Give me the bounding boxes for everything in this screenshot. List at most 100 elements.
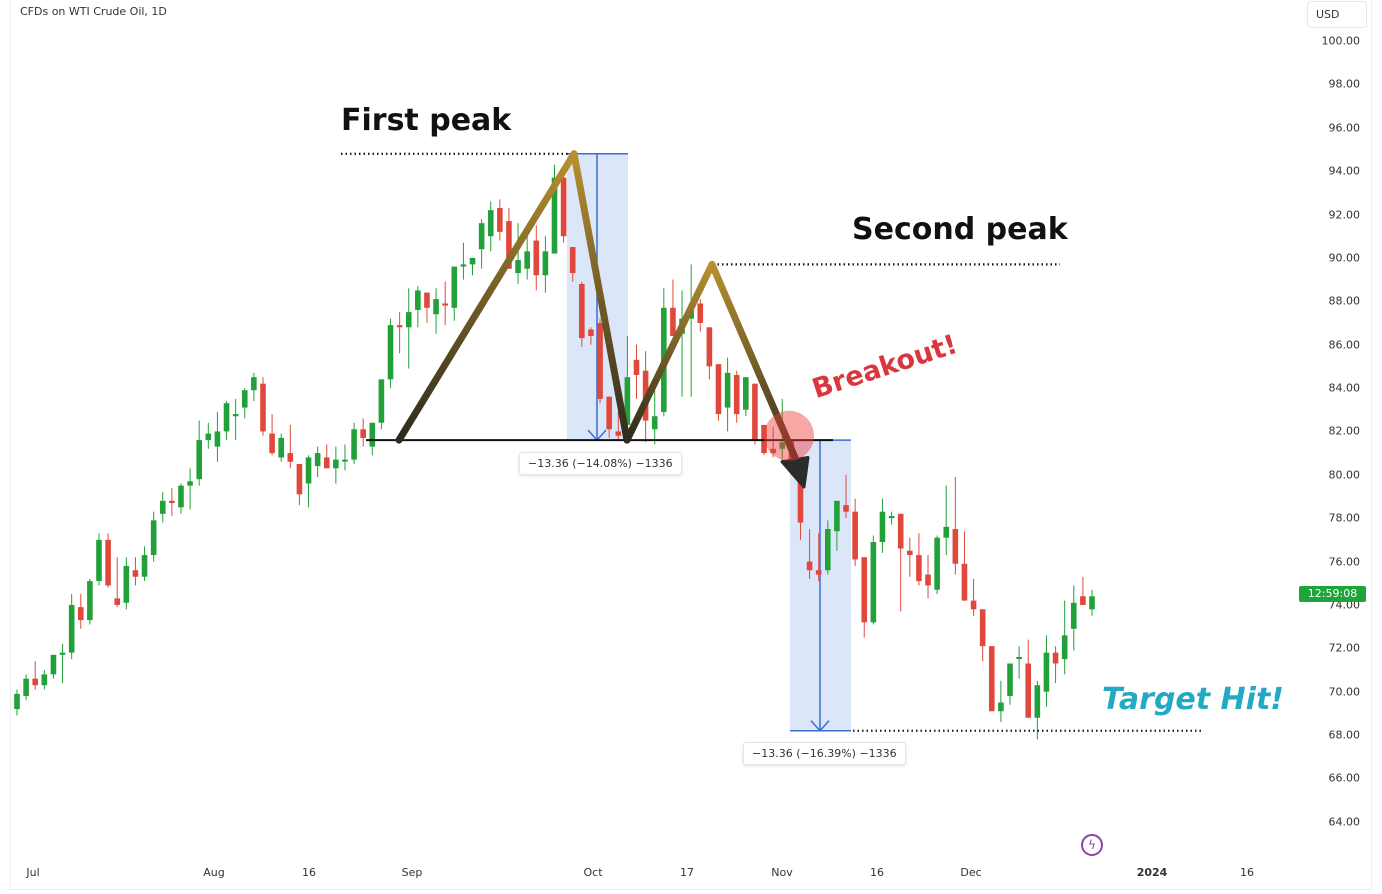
candle (241, 388, 248, 419)
candle (68, 594, 75, 660)
candle (32, 661, 39, 690)
time-tick: 17 (680, 866, 694, 879)
candle (943, 485, 950, 556)
candle (542, 236, 549, 293)
price-tick: 68.00 (1328, 728, 1361, 742)
candle (360, 418, 366, 447)
candle (260, 377, 266, 436)
time-tick: Dec (960, 866, 982, 879)
time-tick: 16 (1240, 866, 1254, 879)
candle (897, 513, 904, 612)
candle (1034, 680, 1041, 740)
candle (342, 444, 348, 471)
candle (451, 266, 458, 321)
candle (296, 463, 303, 506)
second-peak-label: Second peak (852, 212, 1068, 247)
candle (150, 511, 157, 562)
candle (378, 379, 385, 430)
candle (1052, 646, 1059, 684)
zigzag-leg-4 (708, 260, 799, 461)
candle (670, 279, 676, 336)
candle (369, 422, 376, 456)
candle (606, 396, 612, 438)
candle (906, 537, 913, 577)
candle (998, 680, 1004, 723)
candle (23, 674, 29, 701)
candle (934, 535, 940, 595)
candlesticks (14, 164, 1095, 740)
candle (588, 327, 594, 345)
zigzag-leg-2 (570, 150, 631, 444)
candle (1016, 646, 1022, 679)
price-tick: 72.00 (1328, 641, 1361, 655)
price-axis[interactable]: 100.00 98.00 96.00 94.00 92.00 90.00 88.00 86.0… (1290, 0, 1372, 860)
candle (515, 223, 521, 284)
candle (815, 533, 822, 582)
candle (952, 476, 959, 575)
candle (1025, 639, 1032, 718)
price-tick: 82.00 (1328, 424, 1361, 438)
candle (624, 335, 631, 430)
candle (579, 281, 585, 347)
price-tick: 90.00 (1328, 251, 1361, 265)
candle (232, 398, 239, 441)
arrow-down-icon (810, 720, 830, 732)
price-tick: 98.00 (1328, 77, 1361, 91)
candle (1070, 585, 1077, 651)
candle (424, 292, 430, 323)
candle (269, 414, 275, 456)
candle (278, 433, 284, 462)
candle (569, 247, 576, 282)
price-tick: 94.00 (1328, 164, 1361, 178)
candle (615, 411, 622, 441)
candle (123, 557, 130, 610)
time-tick: 2024 (1136, 866, 1168, 879)
candle (14, 689, 20, 716)
candle (77, 594, 84, 629)
breakout-highlight (764, 410, 814, 461)
candle (843, 474, 849, 519)
price-tick: 88.00 (1328, 294, 1361, 308)
price-tick: 100.00 (1321, 34, 1361, 48)
first-peak-label: First peak (341, 103, 512, 138)
candle (733, 370, 740, 423)
candle (888, 511, 895, 525)
price-tick: 86.00 (1328, 338, 1361, 352)
candle (251, 372, 257, 402)
candle (852, 498, 858, 566)
chart-frame (10, 0, 1372, 890)
time-tick: Oct (583, 866, 603, 879)
candle (1007, 663, 1013, 705)
breakout-arrowhead-icon (780, 455, 810, 489)
candle (478, 218, 485, 269)
candle (305, 455, 312, 508)
price-tick: 92.00 (1328, 208, 1361, 222)
last-price-countdown: 12:59:08 (1299, 586, 1366, 602)
candle (724, 357, 731, 432)
candle (879, 498, 886, 553)
candle (405, 288, 412, 369)
zigzag-leg-3 (623, 260, 716, 444)
candle (132, 557, 139, 586)
zigzag-leg-1 (395, 150, 578, 444)
currency-selector[interactable]: USD (1307, 1, 1367, 28)
time-tick: Aug (203, 866, 225, 879)
candle (387, 318, 394, 389)
candle (96, 533, 102, 586)
measure-2-label: −13.36 (−16.39%) −1336 (743, 742, 906, 765)
candle (697, 299, 704, 332)
candle (834, 500, 840, 551)
candle (825, 520, 831, 575)
candle (988, 646, 995, 712)
lightning-icon[interactable]: ϟ (1081, 834, 1103, 856)
target-hit-label: Target Hit! (1102, 682, 1284, 717)
measure-1-label: −13.36 (−14.08%) −1336 (519, 452, 682, 475)
time-tick: 16 (302, 866, 316, 879)
candle (925, 555, 931, 599)
candle (560, 175, 567, 243)
candle (159, 492, 166, 523)
candle (497, 199, 503, 241)
candle (50, 654, 57, 679)
pattern-overlays (341, 150, 1202, 732)
